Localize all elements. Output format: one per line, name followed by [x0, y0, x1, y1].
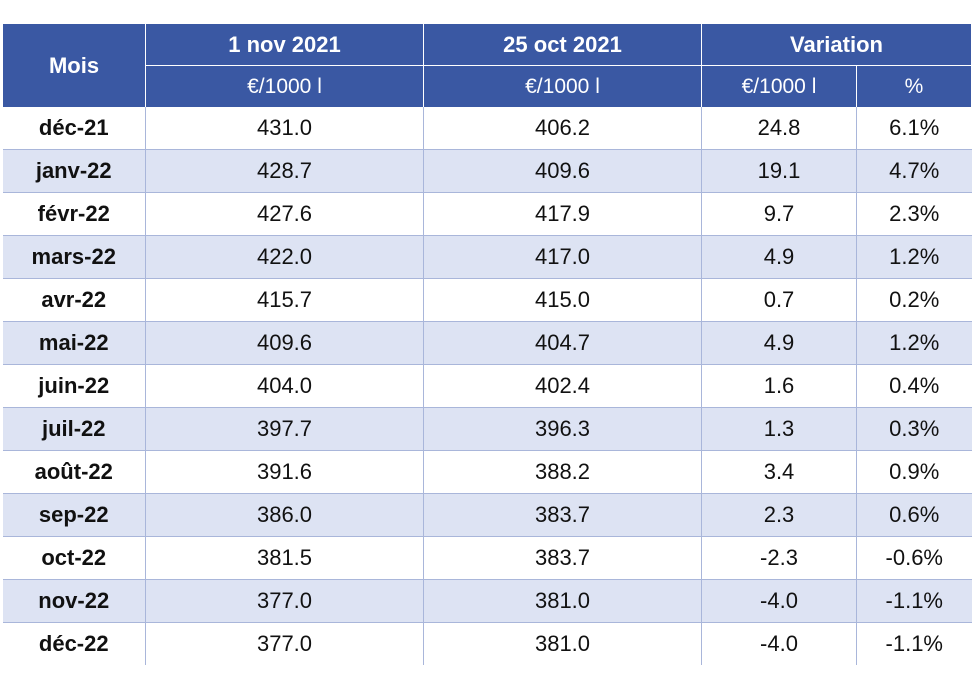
header-unit-variation: €/1000 l	[701, 65, 857, 107]
variation-percent-cell: 6.1%	[855, 107, 972, 150]
variation-percent-cell: 4.7%	[855, 149, 972, 193]
table-row: août-22 391.6 388.2 3.4 0.9%	[2, 450, 972, 494]
month-cell: mai-22	[2, 321, 146, 365]
variation-percent-cell: 0.4%	[855, 364, 972, 408]
variation-value-cell: 0.7	[701, 278, 857, 322]
value-oct-cell: 396.3	[423, 407, 702, 451]
value-oct-cell: 383.7	[423, 536, 702, 580]
value-nov-cell: 428.7	[145, 149, 424, 193]
value-oct-cell: 381.0	[423, 622, 702, 665]
value-nov-cell: 397.7	[145, 407, 424, 451]
month-cell: janv-22	[2, 149, 146, 193]
table-row: mai-22 409.6 404.7 4.9 1.2%	[2, 321, 972, 365]
value-oct-cell: 417.0	[423, 235, 702, 279]
value-nov-cell: 404.0	[145, 364, 424, 408]
month-cell: sep-22	[2, 493, 146, 537]
value-nov-cell: 415.7	[145, 278, 424, 322]
month-cell: avr-22	[2, 278, 146, 322]
month-cell: oct-22	[2, 536, 146, 580]
variation-percent-cell: 0.6%	[855, 493, 972, 537]
month-cell: juil-22	[2, 407, 146, 451]
variation-percent-cell: 0.9%	[855, 450, 972, 494]
variation-percent-cell: 1.2%	[855, 235, 972, 279]
header-month: Mois	[2, 24, 146, 107]
table-body: déc-21 431.0 406.2 24.8 6.1% janv-22 428.7 409.…	[2, 107, 972, 665]
month-cell: déc-22	[38, 631, 109, 656]
variation-value-cell: -2.3	[701, 536, 857, 580]
table-row: janv-22 428.7 409.6 19.1 4.7%	[2, 149, 972, 193]
header-unit-date-1: €/1000 l	[145, 65, 424, 107]
variation-percent-cell: 0.3%	[855, 407, 972, 451]
price-table: Mois 1 nov 2021 25 oct 2021 Variation €/…	[2, 24, 972, 665]
header-row-top: Mois 1 nov 2021 25 oct 2021 Variation	[2, 24, 972, 107]
table-row: juil-22 397.7 396.3 1.3 0.3%	[2, 407, 972, 451]
variation-value-cell: -4.0	[701, 579, 857, 623]
variation-value-cell: 4.9	[701, 235, 857, 279]
value-nov-cell: 377.0	[145, 579, 424, 623]
table-row: oct-22 381.5 383.7 -2.3 -0.6%	[2, 536, 972, 580]
price-table-container: Mois 1 nov 2021 25 oct 2021 Variation €/…	[2, 24, 972, 665]
variation-value-cell: 2.3	[701, 493, 857, 537]
value-nov-cell: 409.6	[145, 321, 424, 365]
value-oct-cell: 406.2	[423, 107, 702, 150]
value-nov-cell: 386.0	[145, 493, 424, 537]
table-row: mars-22 422.0 417.0 4.9 1.2%	[2, 235, 972, 279]
value-nov-cell: 381.5	[145, 536, 424, 580]
month-cell: août-22	[2, 450, 146, 494]
table-row: déc-22 377.0 381.0 -4.0 -1.1%	[3, 622, 972, 665]
header-unit-date-2: €/1000 l	[423, 65, 702, 107]
table-row: avr-22 415.7 415.0 0.7 0.2%	[2, 278, 972, 322]
table-row: juin-22 404.0 402.4 1.6 0.4%	[2, 364, 972, 408]
variation-value-cell: 3.4	[701, 450, 857, 494]
month-cell: déc-21	[2, 107, 146, 150]
month-cell: nov-22	[2, 579, 146, 623]
value-nov-cell: 422.0	[145, 235, 424, 279]
value-oct-cell: 388.2	[423, 450, 702, 494]
value-nov-cell: 431.0	[145, 107, 424, 150]
variation-value-cell: 9.7	[701, 192, 857, 236]
value-oct-cell: 417.9	[423, 192, 702, 236]
value-oct-cell: 415.0	[423, 278, 702, 322]
variation-percent-cell: -0.6%	[855, 536, 972, 580]
header-row-units: €/1000 l €/1000 l €/1000 l %	[3, 65, 972, 107]
value-oct-cell: 404.7	[423, 321, 702, 365]
variation-value-cell: 19.1	[701, 149, 857, 193]
variation-value-cell: 4.9	[701, 321, 857, 365]
table-row: sep-22 386.0 383.7 2.3 0.6%	[2, 493, 972, 537]
variation-percent-cell: 2.3%	[855, 192, 972, 236]
value-nov-cell: 377.0	[145, 622, 424, 665]
variation-value-cell: 1.3	[701, 407, 857, 451]
table-row: févr-22 427.6 417.9 9.7 2.3%	[2, 192, 972, 236]
month-cell: juin-22	[2, 364, 146, 408]
header-variation: Variation	[700, 24, 972, 66]
value-nov-cell: 391.6	[145, 450, 424, 494]
month-cell: févr-22	[2, 192, 146, 236]
value-oct-cell: 402.4	[423, 364, 702, 408]
table-row: nov-22 377.0 381.0 -4.0 -1.1%	[2, 579, 972, 623]
variation-percent-cell: 0.2%	[855, 278, 972, 322]
value-oct-cell: 409.6	[423, 149, 702, 193]
variation-percent-cell: 1.2%	[855, 321, 972, 365]
variation-value-cell: 1.6	[701, 364, 857, 408]
variation-value-cell: 24.8	[701, 107, 857, 150]
variation-value-cell: -4.0	[701, 622, 857, 665]
month-cell: mars-22	[2, 235, 146, 279]
value-oct-cell: 383.7	[423, 493, 702, 537]
value-oct-cell: 381.0	[423, 579, 702, 623]
variation-percent-cell: -1.1%	[855, 622, 972, 665]
header-date-1: 1 nov 2021	[145, 24, 424, 66]
header-date-2: 25 oct 2021	[423, 24, 702, 66]
variation-percent-cell: -1.1%	[855, 579, 972, 623]
value-nov-cell: 427.6	[145, 192, 424, 236]
table-row: déc-21 431.0 406.2 24.8 6.1%	[2, 107, 972, 150]
header-unit-percent: %	[855, 65, 972, 107]
